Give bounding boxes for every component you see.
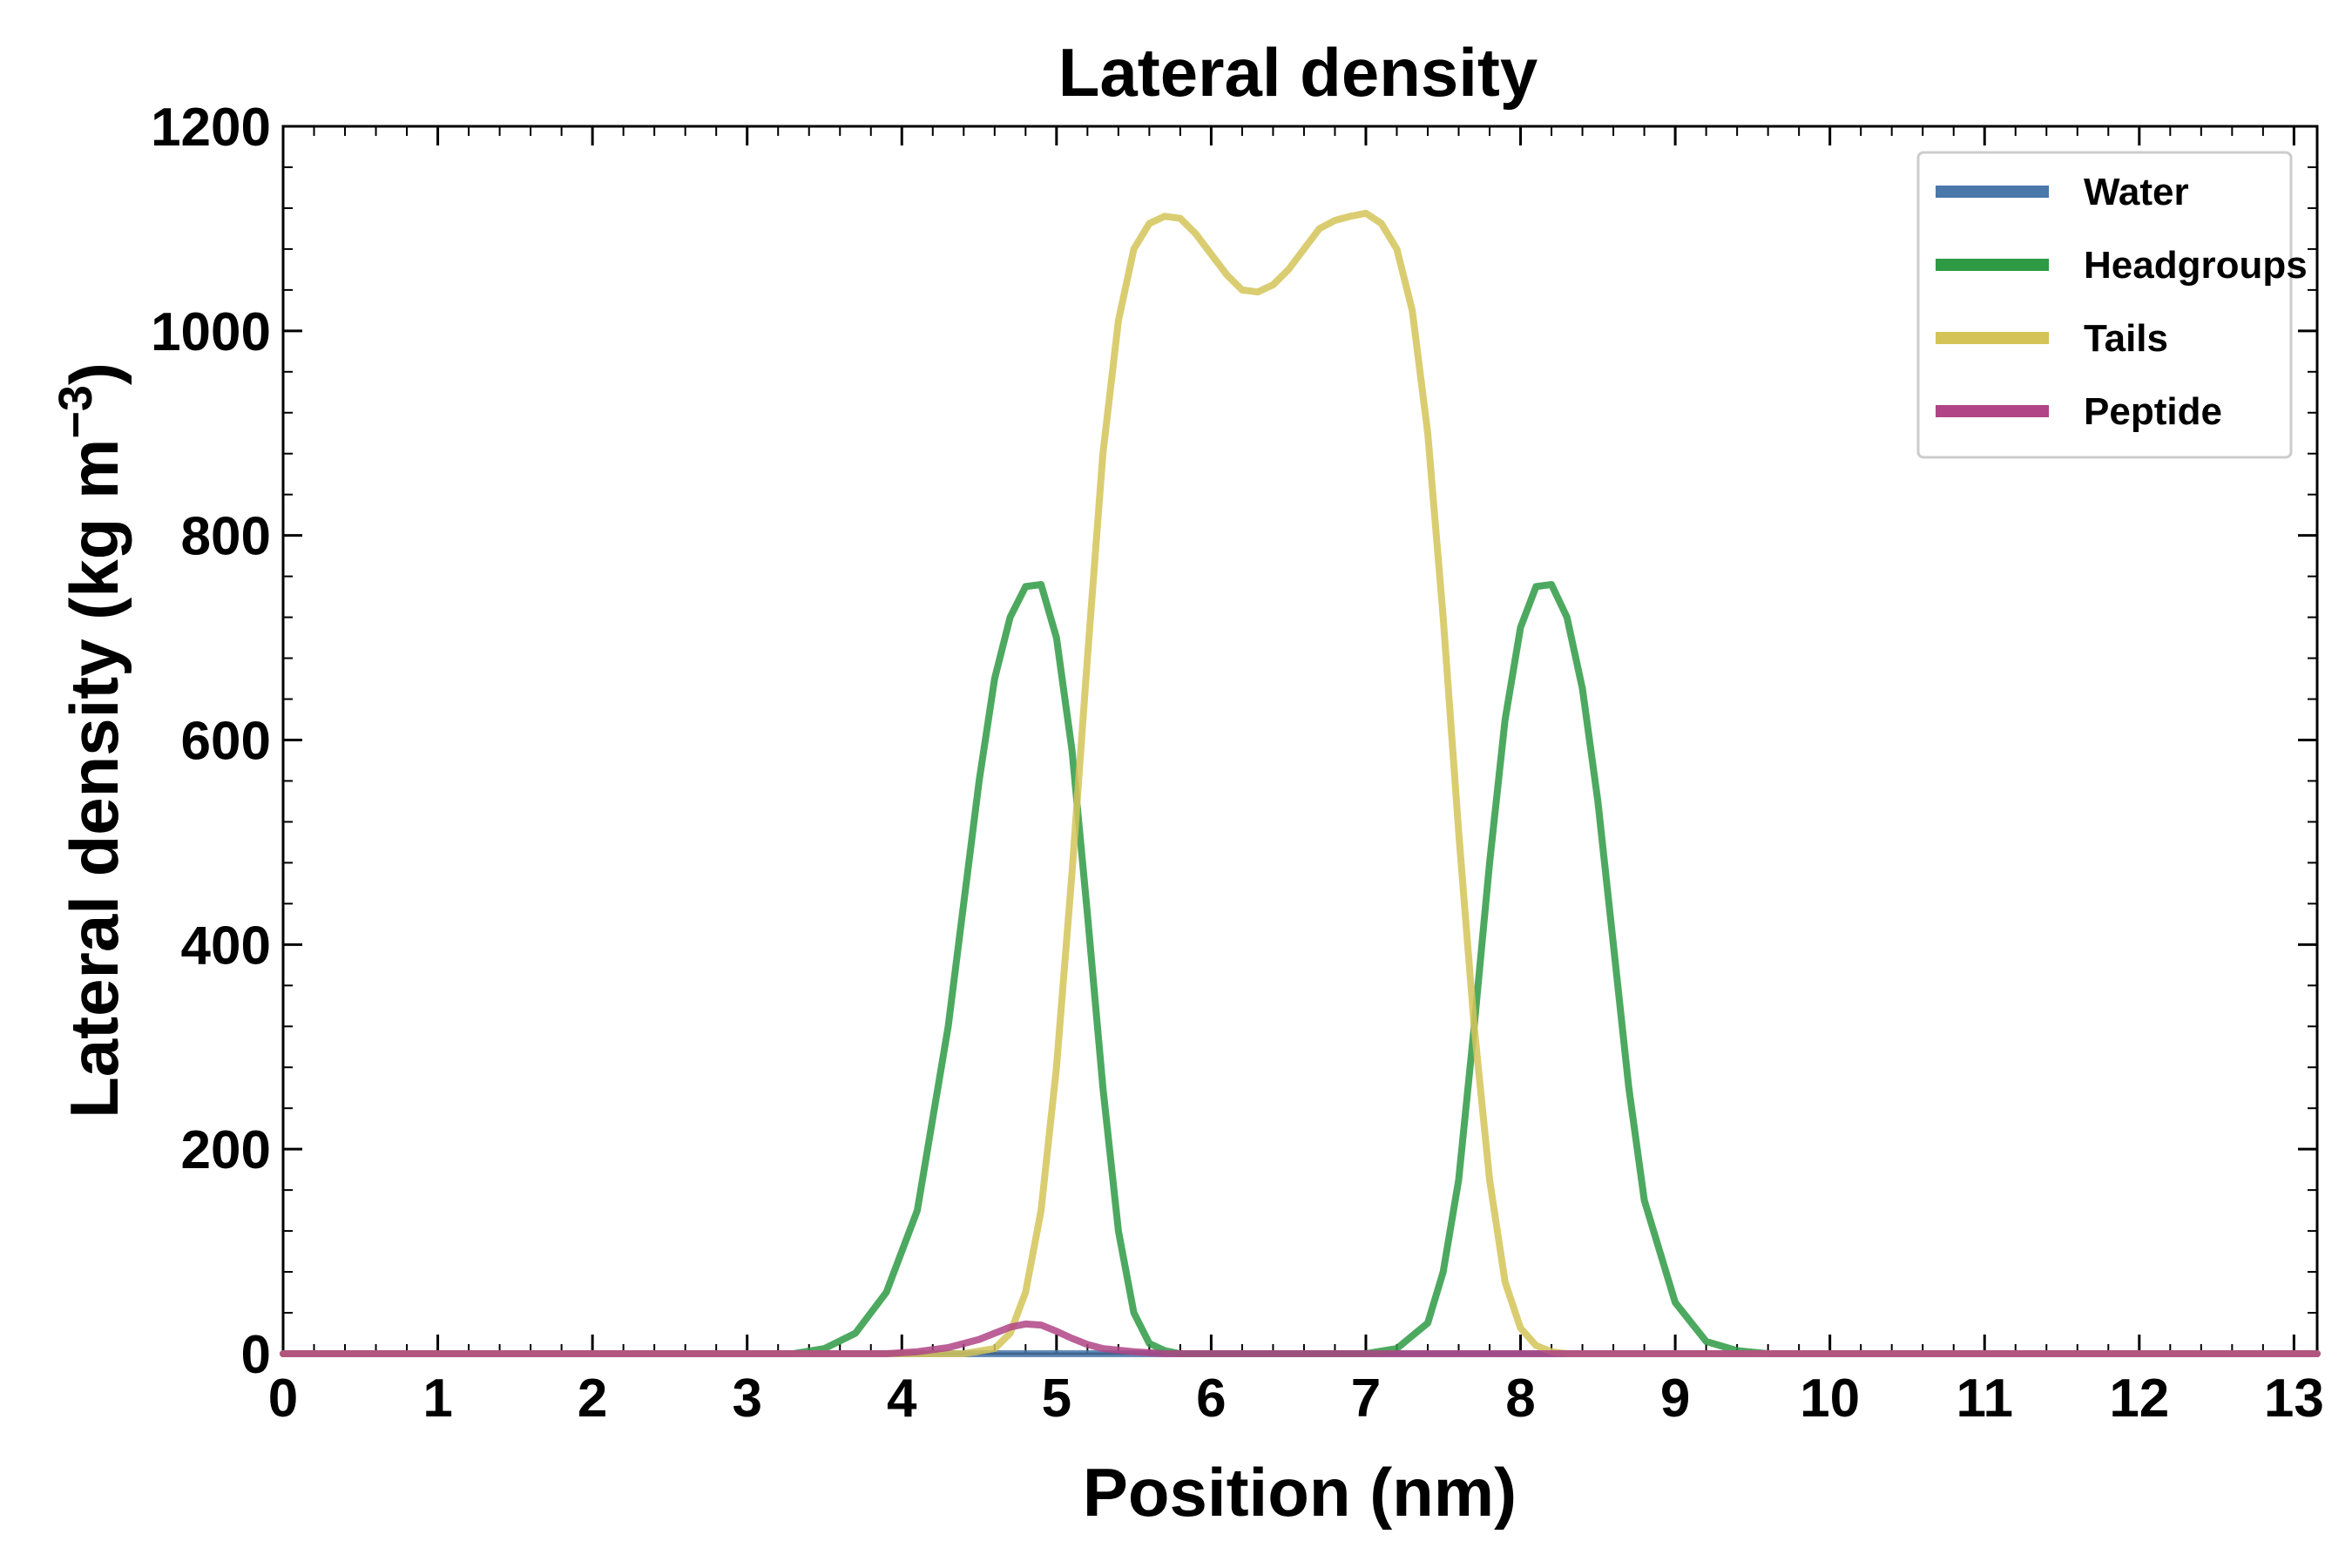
x-tick-label: 13 xyxy=(2264,1369,2324,1429)
legend-label-water: Water xyxy=(2084,171,2189,213)
y-tick-label: 1200 xyxy=(151,98,271,158)
y-tick-label: 0 xyxy=(241,1325,271,1385)
legend-label-peptide: Peptide xyxy=(2084,390,2222,433)
x-tick-label: 2 xyxy=(578,1369,607,1429)
minor-ticks xyxy=(283,126,2317,1354)
y-axis-label: Lateral density (kg m−3) xyxy=(50,362,132,1119)
x-tick-label: 11 xyxy=(1956,1369,2013,1429)
plot-area xyxy=(280,125,2321,1357)
x-tick-label: 8 xyxy=(1505,1369,1535,1429)
legend-box xyxy=(1916,151,2293,459)
legend: Water Headgroups Tails Peptide xyxy=(1916,151,2308,459)
y-tick-label: 200 xyxy=(181,1120,271,1180)
series-line-peptide xyxy=(280,1320,2321,1357)
x-tick-label: 9 xyxy=(1660,1369,1690,1429)
y-axis-label-group: Lateral density (kg m−3) xyxy=(50,362,132,1119)
x-tick-label: 3 xyxy=(732,1369,761,1429)
series-line-headgroups xyxy=(280,581,2321,1357)
y-tick-label: 800 xyxy=(181,507,271,567)
x-tick-label: 6 xyxy=(1196,1369,1226,1429)
legend-label-headgroups: Headgroups xyxy=(2084,244,2308,287)
x-tick-label: 1 xyxy=(422,1369,452,1429)
series-lines xyxy=(280,209,2321,1357)
y-tick-label: 400 xyxy=(181,916,271,976)
x-tick-label: 5 xyxy=(1042,1369,1071,1429)
x-tick-label: 10 xyxy=(1800,1369,1860,1429)
x-axis-label: Position (nm) xyxy=(1083,1454,1517,1531)
legend-label-tails: Tails xyxy=(2084,317,2168,360)
x-tick-label: 4 xyxy=(887,1369,917,1429)
y-tick-labels: 0 200 400 600 800 1000 1200 xyxy=(151,98,271,1385)
x-tick-label: 7 xyxy=(1351,1369,1381,1429)
x-tick-label: 0 xyxy=(268,1369,298,1429)
y-axis-label-close: ) xyxy=(56,362,132,385)
series-line-tails xyxy=(280,209,2321,1357)
y-tick-label: 600 xyxy=(181,712,271,772)
y-tick-label: 1000 xyxy=(151,302,271,362)
x-tick-labels: 0 1 2 3 4 5 6 7 8 9 10 11 12 13 xyxy=(268,1369,2324,1429)
y-axis-label-main: Lateral density (kg m xyxy=(56,439,132,1119)
y-axis-label-exponent: −3 xyxy=(50,385,102,439)
x-tick-label: 12 xyxy=(2109,1369,2169,1429)
legend-items: Water Headgroups Tails Peptide xyxy=(1936,171,2308,433)
chart-title: Lateral density xyxy=(1058,34,1538,111)
